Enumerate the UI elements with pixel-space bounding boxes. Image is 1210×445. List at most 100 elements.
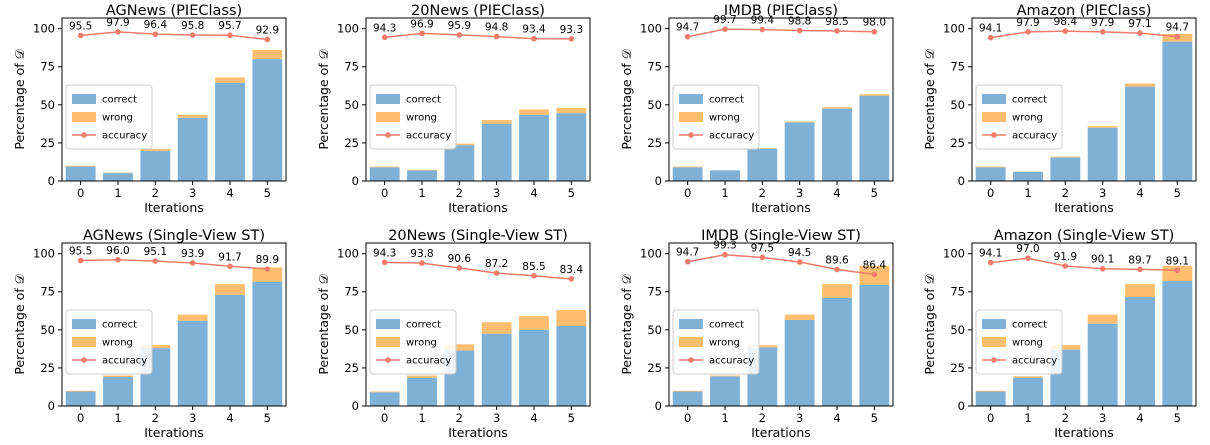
bar-wrong [1050, 157, 1080, 158]
legend-swatch-correct [679, 319, 703, 329]
y-tick-label: 50 [647, 98, 662, 112]
x-tick-label: 4 [833, 411, 840, 425]
y-tick-label: 100 [33, 22, 55, 36]
bar-wrong [822, 107, 852, 109]
bar-correct [103, 173, 133, 181]
accuracy-point [1100, 266, 1106, 272]
x-tick-label: 4 [833, 186, 840, 200]
accuracy-label: 96.9 [410, 18, 433, 30]
accuracy-label: 89.7 [1128, 254, 1151, 266]
accuracy-point [722, 252, 728, 258]
accuracy-label: 95.7 [218, 20, 241, 32]
y-axis-label: Percentage of 𝒟 [619, 273, 634, 374]
bar-wrong [556, 310, 586, 326]
accuracy-label: 94.3 [373, 247, 396, 259]
legend-label-wrong: wrong [102, 338, 133, 349]
y-tick-label: 25 [40, 361, 55, 375]
legend-marker-accuracy [991, 357, 997, 363]
bar-correct [252, 59, 282, 181]
bar-wrong [976, 167, 1006, 168]
accuracy-point [457, 265, 463, 271]
bar-wrong [556, 108, 586, 113]
accuracy-label: 95.1 [144, 246, 167, 258]
bar-correct [407, 170, 437, 181]
accuracy-point [78, 33, 84, 39]
accuracy-point [265, 37, 271, 43]
x-tick-label: 0 [684, 186, 691, 200]
accuracy-point [190, 260, 196, 266]
bar-correct [822, 298, 852, 406]
y-tick-label: 25 [950, 361, 965, 375]
bar-correct [1088, 324, 1118, 406]
y-tick-label: 100 [943, 22, 965, 36]
y-tick-label: 75 [647, 285, 662, 299]
y-tick-label: 75 [344, 60, 359, 74]
bar-wrong [859, 94, 889, 96]
legend-marker-accuracy [385, 357, 391, 363]
legend-marker-accuracy [688, 357, 694, 363]
accuracy-label: 95.8 [181, 20, 204, 32]
x-tick-label: 0 [987, 411, 994, 425]
bar-correct [1162, 42, 1192, 181]
accuracy-point [569, 36, 575, 42]
bar-wrong [66, 166, 96, 167]
legend-swatch-correct [679, 94, 703, 104]
bar-wrong [519, 316, 549, 330]
y-axis-label: Percentage of 𝒟 [922, 48, 937, 149]
x-tick-label: 3 [796, 411, 803, 425]
bar-correct [673, 392, 703, 406]
legend-swatch-correct [982, 319, 1006, 329]
bar-wrong [103, 376, 133, 378]
y-tick-label: 75 [40, 285, 55, 299]
legend-marker-accuracy [81, 357, 87, 363]
y-tick-label: 50 [950, 98, 965, 112]
accuracy-point [834, 28, 840, 34]
x-tick-label: 2 [152, 186, 159, 200]
accuracy-point [1063, 28, 1069, 34]
accuracy-point [834, 267, 840, 273]
accuracy-point [722, 26, 728, 32]
y-tick-label: 0 [655, 174, 662, 188]
accuracy-point [457, 32, 463, 38]
x-tick-label: 5 [871, 186, 878, 200]
x-tick-label: 0 [684, 411, 691, 425]
chart-title: Amazon (Single-View ST) [994, 228, 1175, 244]
legend-swatch-correct [376, 319, 400, 329]
y-tick-label: 50 [40, 323, 55, 337]
accuracy-point [1025, 29, 1031, 35]
accuracy-point [531, 36, 537, 42]
legend-swatch-correct [72, 319, 96, 329]
bar-wrong [673, 391, 703, 392]
y-tick-label: 0 [352, 399, 359, 413]
y-tick-label: 100 [943, 247, 965, 261]
y-tick-label: 50 [344, 323, 359, 337]
accuracy-label: 97.5 [751, 242, 774, 254]
accuracy-point [1063, 263, 1069, 269]
accuracy-point [760, 255, 766, 261]
y-tick-label: 50 [40, 98, 55, 112]
legend-label-accuracy: accuracy [102, 131, 147, 142]
accuracy-label: 91.9 [1054, 251, 1077, 263]
chart-title: AGNews (Single-View ST) [83, 228, 265, 244]
y-tick-label: 100 [33, 247, 55, 261]
x-tick-label: 0 [381, 186, 388, 200]
accuracy-label: 95.5 [69, 246, 92, 258]
legend-swatch-correct [72, 94, 96, 104]
x-tick-label: 5 [568, 186, 575, 200]
legend-label-correct: correct [406, 95, 441, 106]
bar-correct [673, 167, 703, 181]
accuracy-point [1137, 30, 1143, 36]
x-tick-label: 3 [1099, 411, 1106, 425]
accuracy-point [760, 27, 766, 33]
bar-wrong [407, 376, 437, 378]
legend-label-correct: correct [709, 95, 744, 106]
bar-correct [1088, 128, 1118, 181]
x-tick-label: 4 [226, 411, 233, 425]
y-tick-label: 0 [958, 399, 965, 413]
